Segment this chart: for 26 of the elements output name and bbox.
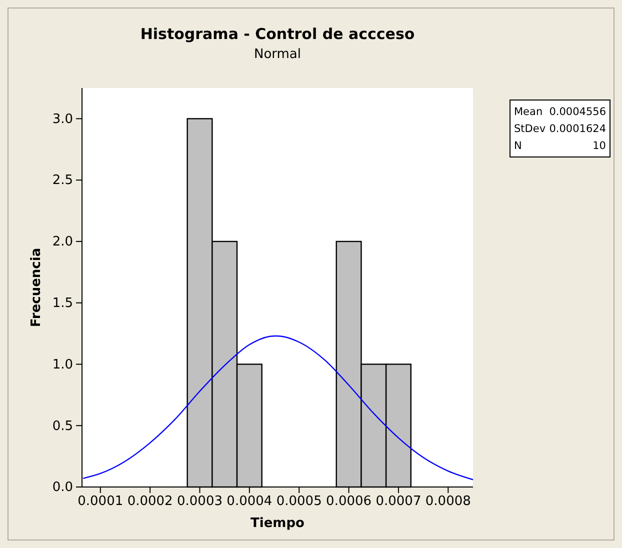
x-tick-label: 0.0001	[78, 494, 124, 510]
y-tick-label: 0.0	[52, 480, 73, 496]
x-tick-label: 0.0004	[226, 494, 272, 510]
x-tick-label: 0.0008	[425, 494, 471, 510]
x-tick-label: 0.0006	[326, 494, 372, 510]
x-tick-label: 0.0002	[127, 494, 173, 510]
chart-subtitle: Normal	[254, 47, 302, 62]
y-tick-label: 1.5	[52, 296, 73, 312]
text: N	[514, 140, 522, 152]
x-tick-label: 0.0005	[276, 494, 322, 510]
text: 10	[592, 140, 606, 152]
text: 0.0004556	[549, 106, 606, 118]
chart-title: Histograma - Control de accceso	[140, 25, 415, 43]
y-tick-label: 3.0	[52, 112, 73, 127]
line-series	[82, 335, 474, 480]
text: 0.0001624	[549, 123, 606, 135]
y-tick-label: 2.0	[52, 234, 73, 250]
text: Mean	[514, 106, 543, 118]
y-axis-title: Frecuencia	[29, 248, 44, 328]
y-tick-label: 2.5	[52, 173, 73, 188]
y-tick-label: 1.0	[52, 357, 73, 372]
x-axis-title: Tiempo	[250, 516, 305, 531]
x-tick-label: 0.0007	[376, 494, 422, 510]
x-tick-label: 0.0003	[176, 494, 222, 510]
y-tick-label: 0.5	[52, 418, 73, 434]
text: StDev	[514, 123, 546, 135]
